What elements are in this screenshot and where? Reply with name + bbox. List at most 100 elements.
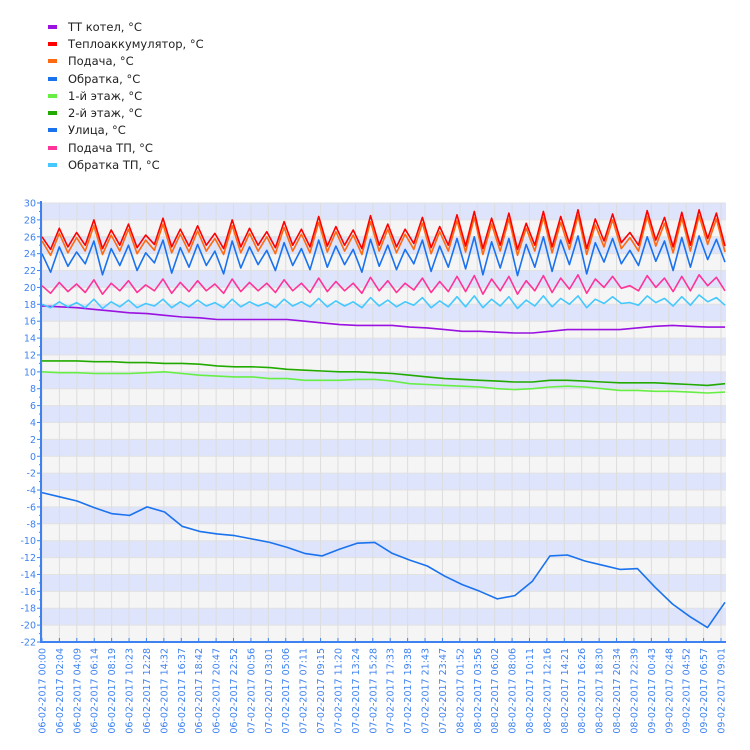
background-stripe bbox=[41, 405, 726, 423]
x-tick-label: 08-02-2017 16:26 bbox=[577, 648, 588, 734]
y-tick-label: 0 bbox=[30, 452, 36, 463]
x-tick-label: 06-02-2017 16:37 bbox=[177, 648, 188, 734]
y-tick-label: 6 bbox=[30, 401, 36, 412]
background-stripe bbox=[41, 338, 726, 355]
x-tick-label: 08-02-2017 01:52 bbox=[455, 648, 466, 734]
background-stripe bbox=[41, 219, 726, 237]
x-tick-label: 09-02-2017 06:57 bbox=[699, 648, 710, 734]
legend-swatch bbox=[48, 24, 57, 29]
legend-swatch bbox=[48, 128, 57, 133]
series-line-4 bbox=[41, 370, 726, 394]
series-line-0 bbox=[41, 305, 725, 334]
x-tick-label: 07-02-2017 17:33 bbox=[386, 648, 397, 734]
x-tick-label: 07-02-2017 11:20 bbox=[333, 648, 344, 734]
x-tick-label: 07-02-2017 21:43 bbox=[421, 648, 432, 734]
series-line-2 bbox=[41, 214, 726, 257]
y-tick-label: 10 bbox=[24, 367, 36, 378]
x-tick-label: 09-02-2017 02:48 bbox=[664, 648, 675, 734]
background-stripe bbox=[41, 270, 726, 288]
y-tick-labels: 302826242220181614121086420-2-4-6-8-10-1… bbox=[20, 199, 36, 649]
y-tick-label: -10 bbox=[20, 536, 36, 547]
x-tick-label: 08-02-2017 06:02 bbox=[490, 648, 501, 734]
y-tick-label: 26 bbox=[24, 232, 36, 243]
x-tick-label: 07-02-2017 03:01 bbox=[264, 648, 275, 734]
y-tick-label: 28 bbox=[24, 215, 36, 226]
y-tick-label: -14 bbox=[20, 570, 36, 581]
background-stripe bbox=[41, 608, 726, 626]
series-line-3 bbox=[41, 235, 726, 277]
legend-label: Теплоаккумулятор, °C bbox=[68, 36, 204, 51]
x-tick-label: 08-02-2017 10:11 bbox=[525, 648, 536, 734]
legend-label: Подача, °C bbox=[68, 54, 134, 69]
y-tick-label: 16 bbox=[24, 317, 36, 328]
x-tick-label: 08-02-2017 20:34 bbox=[612, 648, 623, 734]
series-line-5 bbox=[42, 360, 726, 387]
x-tick-label: 08-02-2017 14:21 bbox=[560, 648, 571, 734]
y-tick-label: 8 bbox=[30, 384, 36, 395]
legend-item: 2-й этаж, °C bbox=[48, 104, 204, 121]
x-tick-label: 08-02-2017 18:30 bbox=[595, 648, 606, 734]
x-tick-label: 06-02-2017 08:19 bbox=[107, 648, 118, 734]
x-tick-label: 06-02-2017 20:47 bbox=[212, 648, 223, 734]
y-tick-label: 12 bbox=[24, 350, 36, 361]
legend-item: 1-й этаж, °C bbox=[48, 87, 204, 104]
x-tick-label: 09-02-2017 00:43 bbox=[647, 648, 658, 734]
legend-label: 1-й этаж, °C bbox=[68, 88, 143, 103]
background-stripe bbox=[41, 388, 726, 406]
x-tick-label: 06-02-2017 04:09 bbox=[72, 648, 83, 734]
x-tick-label: 09-02-2017 09:01 bbox=[717, 648, 728, 734]
legend-swatch bbox=[48, 111, 57, 116]
background-stripe bbox=[41, 304, 726, 322]
legend-swatch bbox=[48, 41, 57, 46]
series-line-8 bbox=[41, 294, 726, 310]
y-tick-label: 30 bbox=[24, 199, 36, 210]
background-stripe bbox=[41, 203, 726, 220]
y-tick-label: 22 bbox=[24, 266, 36, 277]
legend-label: 2-й этаж, °C bbox=[68, 106, 143, 121]
background-stripe bbox=[41, 574, 726, 592]
y-tick-label: 18 bbox=[24, 300, 36, 311]
x-tick-label: 06-02-2017 10:23 bbox=[125, 648, 136, 734]
series-lines bbox=[41, 209, 726, 629]
x-tick-label: 07-02-2017 13:24 bbox=[351, 648, 362, 734]
legend-swatch bbox=[48, 59, 57, 64]
background-stripe bbox=[41, 490, 726, 507]
y-tick-label: 20 bbox=[24, 283, 36, 294]
background-stripe bbox=[41, 523, 726, 541]
legend-swatch bbox=[48, 93, 57, 98]
series-line-6 bbox=[41, 491, 726, 629]
background-stripe bbox=[41, 625, 726, 642]
background-stripe bbox=[41, 439, 726, 457]
background-stripe bbox=[41, 287, 726, 305]
legend-label: Обратка, °C bbox=[68, 71, 141, 86]
background-stripe bbox=[41, 422, 726, 440]
x-tick-label: 07-02-2017 07:11 bbox=[299, 648, 310, 734]
y-tick-label: -8 bbox=[27, 519, 36, 530]
legend-swatch bbox=[48, 163, 57, 168]
x-tick-label: 07-02-2017 05:06 bbox=[281, 648, 292, 734]
x-tick-label: 06-02-2017 22:52 bbox=[229, 648, 240, 734]
series-line-1 bbox=[41, 209, 726, 251]
axes bbox=[37, 201, 726, 643]
x-tick-label: 07-02-2017 09:15 bbox=[316, 648, 327, 734]
legend-swatch bbox=[48, 76, 57, 81]
legend: ТТ котел, °C Теплоаккумулятор, °C Подача, … bbox=[48, 18, 204, 174]
x-tick-label: 09-02-2017 04:52 bbox=[682, 648, 693, 734]
series-line-7 bbox=[41, 273, 726, 296]
y-tick-label: 24 bbox=[24, 249, 36, 260]
background-stripe bbox=[41, 354, 726, 372]
legend-item: Подача ТП, °C bbox=[48, 139, 204, 156]
legend-label: Обратка ТП, °C bbox=[68, 158, 160, 173]
x-tick-label: 08-02-2017 03:56 bbox=[473, 648, 484, 734]
plot-background bbox=[41, 203, 726, 642]
y-tick-label: -4 bbox=[27, 486, 36, 497]
x-tick-label: 08-02-2017 22:39 bbox=[629, 648, 640, 734]
legend-item: Улица, °C bbox=[48, 122, 204, 139]
background-stripe bbox=[41, 456, 726, 474]
x-tick-label: 06-02-2017 14:32 bbox=[159, 648, 170, 734]
x-tick-label: 06-02-2017 12:28 bbox=[142, 648, 153, 734]
x-tick-label: 06-02-2017 18:42 bbox=[194, 648, 205, 734]
legend-item: ТТ котел, °C bbox=[48, 18, 204, 35]
x-tick-label: 07-02-2017 23:47 bbox=[438, 648, 449, 734]
legend-label: ТТ котел, °C bbox=[68, 19, 142, 34]
